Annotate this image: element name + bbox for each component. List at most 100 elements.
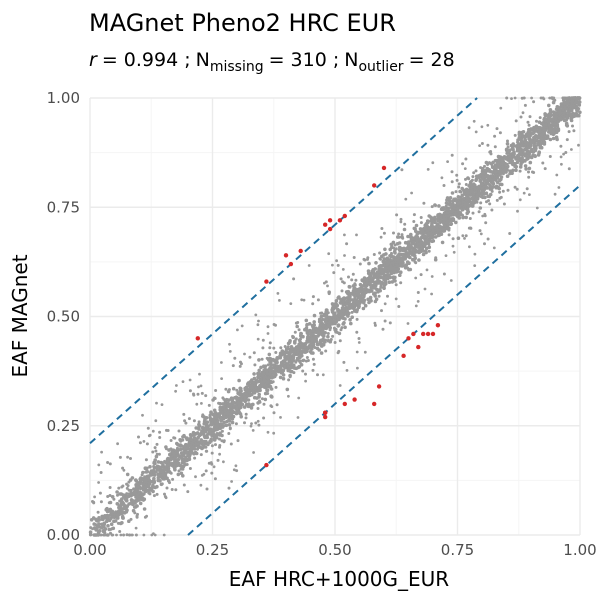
data-point (291, 334, 295, 338)
data-point (493, 170, 498, 174)
data-point (148, 433, 152, 437)
data-point (527, 166, 532, 171)
data-point (530, 147, 534, 152)
data-point (311, 357, 315, 361)
data-point (558, 112, 562, 116)
data-point (196, 435, 200, 440)
data-point (259, 384, 264, 389)
data-point (572, 129, 576, 133)
data-point (548, 155, 552, 158)
data-point (243, 396, 247, 400)
data-point (528, 193, 531, 197)
data-point (383, 302, 387, 306)
data-point (218, 416, 223, 421)
data-point (286, 345, 290, 349)
data-point (230, 420, 235, 425)
data-point (564, 121, 569, 126)
data-point (555, 173, 559, 177)
data-point (568, 114, 572, 118)
outlier-point (195, 336, 200, 341)
data-point (307, 346, 312, 350)
data-point (479, 232, 483, 236)
data-point (304, 318, 309, 323)
data-point (252, 376, 257, 381)
data-point (440, 176, 444, 180)
data-point (426, 220, 430, 225)
data-point (152, 480, 157, 485)
data-point (285, 387, 290, 392)
data-point (317, 348, 322, 352)
data-point (295, 352, 299, 356)
data-point (490, 163, 494, 167)
data-point (319, 342, 324, 347)
data-point (455, 173, 459, 177)
data-point (360, 293, 364, 297)
data-point (464, 215, 469, 220)
data-point (480, 142, 484, 145)
data-point (125, 495, 129, 499)
subtitle-missing-value: = 310 ; (269, 49, 340, 71)
data-point (235, 409, 240, 414)
data-point (511, 162, 515, 166)
data-point (409, 245, 414, 249)
data-point (388, 321, 392, 325)
data-point (231, 401, 236, 405)
data-point (526, 157, 530, 161)
data-point (464, 183, 468, 186)
data-point (521, 148, 525, 152)
data-point (257, 368, 262, 373)
data-point (223, 405, 227, 408)
data-point (293, 349, 297, 353)
data-point (453, 212, 458, 216)
data-point (514, 119, 518, 123)
data-point (329, 338, 333, 341)
data-point (146, 426, 150, 430)
data-point (361, 300, 366, 305)
data-point (127, 480, 131, 484)
data-point (295, 358, 299, 362)
data-point (391, 276, 396, 280)
data-point (326, 338, 331, 343)
data-point (396, 267, 401, 271)
data-point (527, 132, 531, 136)
data-point (144, 458, 148, 462)
data-point (171, 477, 175, 481)
data-point (272, 411, 276, 415)
data-point (361, 297, 365, 302)
data-point (240, 395, 244, 399)
data-point (184, 455, 188, 460)
data-point (231, 364, 235, 368)
data-point (282, 360, 286, 364)
data-point (199, 453, 203, 457)
data-point (156, 460, 161, 464)
data-point (495, 198, 499, 202)
data-point (111, 533, 115, 537)
data-point (310, 329, 315, 333)
data-point (369, 287, 373, 291)
data-point (578, 110, 582, 115)
data-point (517, 155, 521, 159)
data-point (175, 384, 178, 387)
data-point (502, 202, 506, 206)
data-point (505, 151, 509, 155)
data-point (506, 139, 509, 143)
data-point (481, 171, 485, 175)
subtitle-outlier-value: = 28 (409, 49, 455, 71)
data-point (228, 350, 232, 353)
data-point (111, 515, 116, 519)
data-point (317, 319, 322, 324)
data-point (399, 258, 403, 262)
data-point (489, 150, 493, 153)
data-point (442, 206, 446, 210)
data-point (169, 471, 173, 475)
data-point (266, 325, 270, 329)
data-point (141, 413, 144, 417)
data-point (458, 201, 462, 205)
data-point (98, 491, 102, 495)
data-point (515, 149, 519, 153)
data-point (353, 300, 357, 304)
data-point (516, 140, 519, 144)
data-point (490, 189, 494, 193)
data-point (300, 353, 304, 358)
data-point (182, 412, 186, 416)
